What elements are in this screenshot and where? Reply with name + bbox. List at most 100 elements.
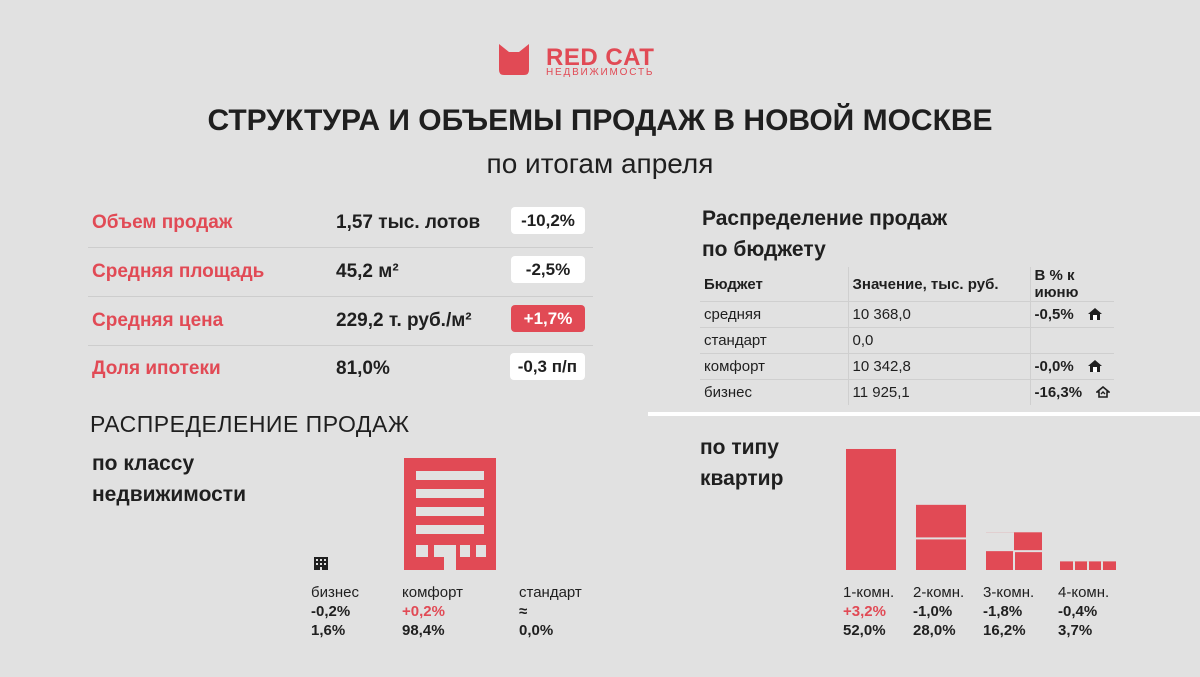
budget-pct-cell: -16,3%: [1029, 379, 1114, 405]
class-name: комфорт: [402, 584, 463, 601]
class-share: 98,4%: [402, 622, 445, 639]
table-row: стандарт 0,0: [700, 327, 1114, 354]
budget-segment: стандарт: [700, 327, 848, 354]
bar-3-комн.: [986, 532, 1042, 570]
type-change: -1,8%: [983, 603, 1023, 620]
kpi-row-sales-volume: Объем продаж 1,57 тыс. лотов -10,2%: [88, 199, 593, 248]
budget-pct: -0,5%: [1034, 306, 1074, 323]
bar-divider: [1087, 561, 1089, 570]
section-divider: [648, 412, 1200, 416]
budget-table: Бюджет Значение, тыс. руб. В % к июню ср…: [700, 267, 1114, 405]
kpi-row-avg-area: Средняя площадь 45,2 м² -2,5%: [88, 248, 593, 297]
kpi-label: Средняя цена: [92, 310, 224, 331]
kpi-change-badge: -0,3 п/п: [509, 353, 585, 380]
budget-pct: -0,0%: [1034, 358, 1074, 375]
bar-divider: [1013, 551, 1015, 570]
type-title-line: по типу: [700, 436, 779, 459]
type-section-title: по типу квартир: [700, 432, 783, 494]
budget-section-title: Распределение продаж по бюджету: [702, 203, 947, 265]
class-change: -0,2%: [311, 603, 351, 620]
type-change: -0,4%: [1058, 603, 1098, 620]
page-title: СТРУКТУРА И ОБЪЕМЫ ПРОДАЖ В НОВОЙ МОСКВЕ: [207, 104, 993, 137]
table-row: средняя 10 368,0 -0,5%: [700, 301, 1114, 328]
house-icon: [1087, 308, 1102, 320]
kpi-value: 81,0%: [336, 358, 390, 379]
budget-pct: -16,3%: [1034, 384, 1083, 401]
type-stat-3room: 3-комн. -1,8% 16,2%: [983, 583, 1034, 640]
class-subtitle-line: по классу: [92, 452, 195, 475]
class-section-title: РАСПРЕДЕЛЕНИЕ ПРОДАЖ: [90, 411, 410, 437]
bar-4-комн.: [1060, 561, 1116, 570]
class-stat-standard: стандарт ≈ 0,0%: [519, 583, 582, 640]
class-stat-business: бизнес -0,2% 1,6%: [311, 583, 359, 640]
budget-pct: [1029, 327, 1114, 354]
type-share: 28,0%: [913, 622, 956, 639]
class-name: бизнес: [311, 584, 359, 601]
budget-header-cell: В % к июню: [1029, 267, 1114, 302]
bar-divider: [1101, 561, 1103, 570]
class-name: стандарт: [519, 584, 582, 601]
budget-value: 10 342,8: [847, 353, 1030, 380]
type-stat-4room: 4-комн. -0,4% 3,7%: [1058, 583, 1109, 640]
table-row: бизнес 11 925,1 -16,3%: [700, 379, 1114, 405]
budget-title-line: по бюджету: [702, 238, 826, 261]
class-stat-comfort: комфорт +0,2% 98,4%: [402, 583, 463, 640]
house-outline-icon: [1096, 386, 1111, 398]
kpi-value: 1,57 тыс. лотов: [336, 212, 481, 233]
budget-value: 0,0: [847, 327, 1030, 354]
bar-divider: [916, 537, 966, 540]
type-share: 16,2%: [983, 622, 1026, 639]
budget-pct-cell: -0,0%: [1029, 353, 1114, 380]
table-row: комфорт 10 342,8 -0,0%: [700, 353, 1114, 380]
budget-title-line: Распределение продаж: [702, 207, 948, 230]
kpi-change-badge: +1,7%: [511, 305, 585, 332]
brand-name: RED CAT: [546, 44, 655, 71]
brand-subtitle: НЕДВИЖИМОСТЬ: [546, 67, 655, 78]
page-subtitle: по итогам апреля: [486, 148, 714, 179]
class-share: 0,0%: [519, 622, 554, 639]
bar-rect: [846, 448, 896, 570]
bar-step: [986, 532, 1014, 552]
budget-value: 11 925,1: [847, 379, 1030, 405]
business-building-icon: [314, 557, 328, 570]
bar-divider: [1014, 550, 1042, 553]
kpi-value: 229,2 т. руб./м²: [336, 310, 472, 331]
type-name: 3-комн.: [983, 584, 1035, 601]
budget-header-cell: Значение, тыс. руб.: [847, 267, 1030, 302]
budget-segment: бизнес: [700, 379, 848, 405]
type-name: 1-комн.: [843, 584, 895, 601]
house-icon: [1087, 360, 1102, 372]
kpi-change-badge: -2,5%: [511, 256, 585, 283]
comfort-building-icon: [404, 458, 496, 570]
type-change: -1,0%: [913, 603, 953, 620]
type-change: +3,2%: [843, 603, 886, 620]
budget-segment: комфорт: [700, 353, 848, 380]
budget-segment: средняя: [700, 301, 848, 328]
type-name: 4-комн.: [1058, 584, 1110, 601]
kpi-change-badge: -10,2%: [511, 207, 585, 234]
bar-1-комн.: [846, 448, 896, 570]
budget-pct-cell: -0,5%: [1029, 301, 1114, 328]
class-subtitle-line: недвижимости: [92, 483, 246, 506]
class-change: ≈: [519, 603, 528, 620]
kpi-value: 45,2 м²: [336, 261, 399, 282]
type-name: 2-комн.: [913, 584, 965, 601]
type-stat-1room: 1-комн. +3,2% 52,0%: [843, 583, 894, 640]
kpi-label: Средняя площадь: [92, 261, 265, 282]
red-cat-logo-icon: [499, 44, 529, 75]
kpi-label: Доля ипотеки: [92, 358, 221, 379]
kpi-row-avg-price: Средняя цена 229,2 т. руб./м² +1,7%: [88, 297, 593, 346]
class-section-subtitle: по классу недвижимости: [92, 448, 246, 510]
kpi-label: Объем продаж: [92, 212, 233, 233]
type-share: 3,7%: [1058, 622, 1093, 639]
kpi-row-mortgage-share: Доля ипотеки 81,0% -0,3 п/п: [88, 345, 593, 393]
apartment-type-chart: [846, 448, 1116, 570]
class-share: 1,6%: [311, 622, 346, 639]
budget-header-cell: Бюджет: [704, 275, 763, 293]
type-stat-2room: 2-комн. -1,0% 28,0%: [913, 583, 964, 640]
type-title-line: квартир: [700, 467, 784, 490]
type-share: 52,0%: [843, 622, 886, 639]
bar-divider: [1073, 561, 1075, 570]
class-change: +0,2%: [402, 603, 445, 620]
bar-2-комн.: [916, 504, 966, 570]
